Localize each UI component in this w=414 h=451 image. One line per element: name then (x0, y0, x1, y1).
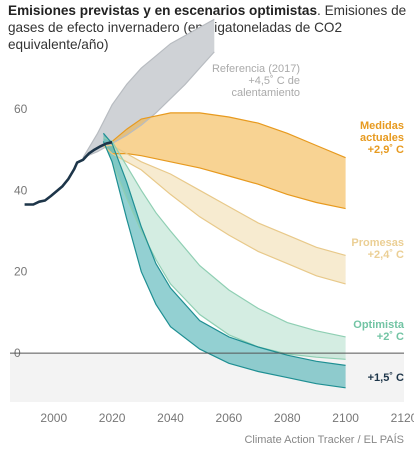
label-optimistic-line-0: Optimista (353, 319, 405, 331)
band-one_five-upper-edge (102, 132, 346, 366)
band-reference-upper-edge (82, 18, 215, 159)
x-tick-label-2080: 2080 (274, 411, 301, 425)
chart-title-block: Emisiones previstas y en escenarios opti… (8, 2, 408, 53)
band-optimistic (103, 137, 346, 360)
source-credit: Climate Action Tracker / EL PAÍS (244, 433, 404, 446)
label-current-line-1: actuales (360, 132, 404, 144)
x-tick-label-2020: 2020 (99, 411, 126, 425)
label-pledges-line-1: +2,4˚ C (368, 249, 404, 261)
y-tick-label-20: 20 (14, 265, 28, 279)
y-tick-label-60: 60 (14, 102, 28, 116)
band-optimistic-upper-edge (103, 136, 346, 338)
label-reference-line-2: calentamiento (232, 87, 301, 99)
x-tick-label-2060: 2060 (216, 411, 243, 425)
chart-title: Emisiones previstas y en escenarios opti… (8, 3, 318, 18)
band-pledges-lower-edge (102, 145, 346, 285)
label-reference-line-0: Referencia (2017) (212, 63, 300, 75)
band-optimistic-lower-edge (102, 141, 346, 360)
label-reference-line-1: +4,5˚ C de (248, 75, 300, 87)
y-tick-label-40: 40 (14, 183, 28, 197)
label-current-line-2: +2,9˚ C (368, 144, 404, 156)
band-current (103, 112, 346, 209)
historical-line (24, 140, 113, 206)
x-tick-label-2120: 2120 (391, 411, 414, 425)
band-current-upper-edge (103, 112, 346, 159)
band-reference (83, 19, 215, 158)
x-tick-label-2040: 2040 (157, 411, 184, 425)
x-tick-label-2100: 2100 (332, 411, 359, 425)
band-one_five-lower-edge (102, 141, 346, 389)
band-pledges (103, 145, 346, 284)
band-current-lower-edge (102, 145, 346, 210)
label-one_five-line-0: +1,5˚ C (368, 372, 404, 384)
label-optimistic-line-1: +2˚ C (377, 331, 404, 343)
band-pledges-upper-edge (103, 144, 346, 256)
label-pledges-line-0: Promesas (351, 237, 404, 249)
chart-subtitle: . Emisiones de gases de efecto invernade… (8, 3, 407, 52)
x-tick-label-2000: 2000 (40, 411, 67, 425)
label-current-line-0: Medidas (360, 120, 404, 132)
